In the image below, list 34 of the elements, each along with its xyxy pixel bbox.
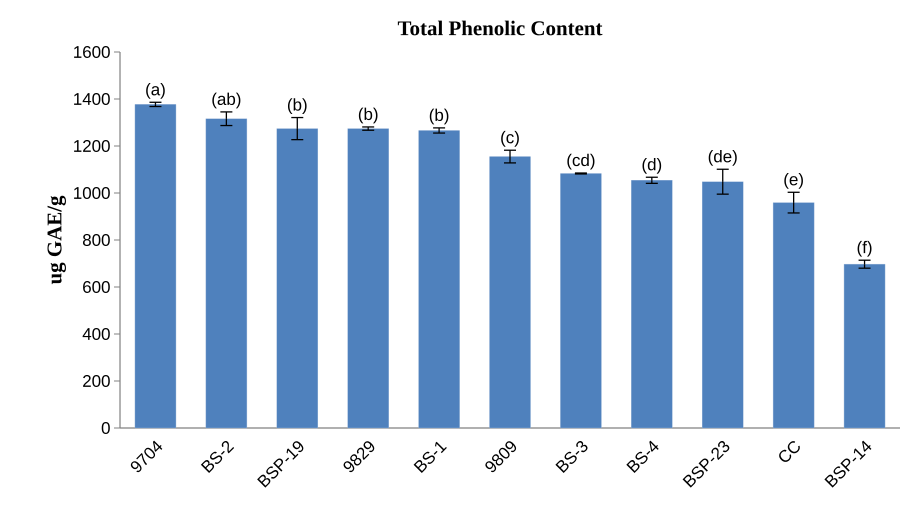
annotation: (e) (784, 172, 803, 189)
y-tick-label: 600 (83, 280, 110, 293)
annotation: (cd) (567, 154, 594, 170)
chart-title: Total Phenolic Content (398, 20, 602, 36)
bar (702, 182, 744, 428)
bar (418, 130, 460, 428)
y-tick-label: 1400 (74, 92, 110, 105)
annotation: (de) (708, 150, 737, 166)
y-tick-label: 400 (82, 328, 110, 340)
annotation: (a) (146, 82, 165, 99)
bar (772, 202, 814, 428)
annotation: (b) (358, 108, 378, 124)
annotation: (b) (288, 98, 307, 114)
annotation: (ab) (212, 92, 240, 108)
y-tick-label: 800 (82, 234, 110, 246)
annotation: (d) (642, 158, 662, 174)
annotation: (b) (430, 108, 448, 124)
y-tick-label: 1600 (74, 46, 110, 58)
bar (560, 173, 602, 428)
bar (844, 264, 886, 428)
bar (276, 128, 318, 428)
bar (206, 118, 248, 428)
y-tick-label: 200 (83, 374, 110, 387)
annotation: (f) (858, 240, 872, 257)
y-tick-label: 0 (102, 422, 110, 434)
y-tick-label: 1200 (74, 140, 110, 152)
bar (134, 104, 176, 428)
y-tick-label: 1000 (74, 186, 110, 199)
x-tick-label: CC (779, 441, 800, 462)
bar (347, 128, 389, 428)
bar (631, 180, 673, 428)
annotation: (c) (501, 130, 519, 147)
bar (489, 156, 531, 428)
y-axis-title: ug GAE/g (47, 196, 66, 284)
